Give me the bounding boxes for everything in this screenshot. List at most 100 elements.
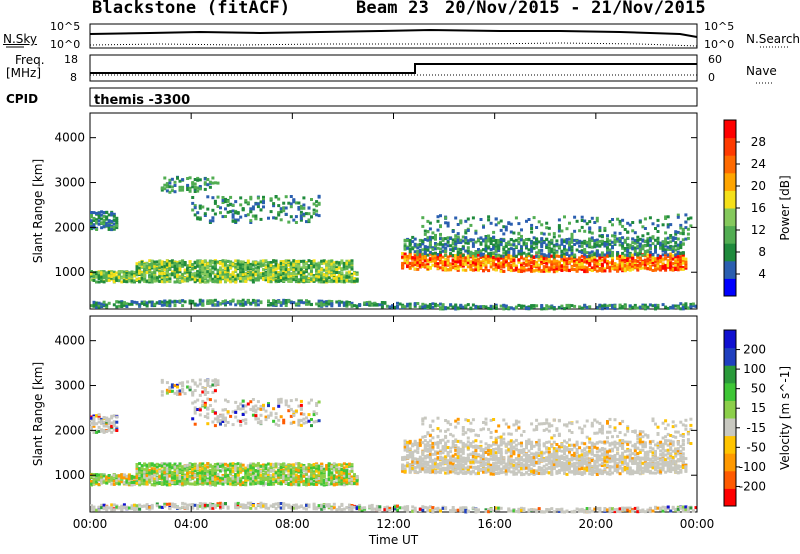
range-gate-cell [588, 239, 592, 243]
range-gate-cell [593, 221, 597, 224]
range-gate-cell [287, 263, 291, 267]
range-gate-cell [97, 413, 101, 417]
range-gate-cell [244, 214, 248, 218]
range-gate-cell [125, 507, 129, 511]
range-gate-cell [305, 279, 308, 283]
range-gate-cell [373, 303, 377, 307]
range-gate-cell [254, 214, 258, 218]
range-gate-cell [636, 251, 640, 255]
range-gate-cell [641, 303, 645, 307]
range-gate-cell [434, 259, 437, 263]
range-gate-cell [160, 261, 164, 265]
range-gate-cell [112, 474, 116, 478]
range-gate-cell [284, 206, 288, 210]
range-gate-cell [611, 253, 614, 257]
range-gate-cell [153, 483, 157, 487]
range-gate-cell [244, 272, 248, 276]
range-gate-cell [580, 219, 584, 222]
range-gate-cell [307, 218, 311, 222]
range-gate-cell [140, 278, 144, 282]
range-gate-cell [565, 265, 569, 269]
range-gate-cell [216, 195, 220, 199]
range-gate-cell [664, 242, 668, 246]
range-gate-cell [631, 257, 635, 261]
range-gate-cell [90, 278, 93, 282]
range-gate-cell [590, 216, 594, 220]
range-gate-cell [651, 252, 655, 256]
range-gate-cell [449, 268, 453, 272]
range-gate-cell [201, 263, 205, 267]
range-gate-cell [595, 243, 599, 247]
range-gate-cell [284, 195, 288, 199]
range-gate-cell [350, 303, 354, 307]
range-gate-cell [471, 303, 475, 307]
range-gate-cell [542, 268, 546, 271]
range-gate-cell [492, 239, 496, 242]
range-gate-cell [674, 232, 678, 236]
range-gate-cell [97, 274, 101, 278]
range-gate-cell [241, 267, 245, 271]
range-gate-cell [153, 265, 157, 269]
range-gate-cell [224, 280, 227, 284]
range-gate-cell [231, 209, 235, 213]
range-gate-cell [661, 242, 665, 246]
range-gate-cell [590, 253, 594, 257]
range-gate-cell [284, 276, 288, 280]
range-gate-cell [613, 240, 617, 244]
range-gate-cell [514, 245, 518, 249]
range-gate-cell [661, 253, 665, 257]
range-gate-cell [444, 263, 448, 267]
range-gate-cell [163, 301, 167, 305]
range-gate-cell [97, 303, 101, 307]
range-gate-cell [289, 202, 293, 206]
range-gate-cell [618, 265, 622, 269]
range-gate-cell [585, 268, 589, 272]
range-gate-cell [408, 242, 412, 245]
range-gate-cell [130, 279, 134, 283]
range-gate-cell [497, 259, 501, 263]
range-gate-cell [102, 474, 106, 478]
range-gate-cell [439, 237, 442, 241]
range-gate-cell [444, 242, 448, 246]
range-gate-cell [421, 242, 425, 246]
range-gate-cell [444, 237, 448, 241]
range-gate-cell [262, 263, 265, 267]
range-gate-cell [337, 266, 341, 270]
range-gate-cell [578, 229, 582, 233]
range-gate-cell [494, 241, 498, 245]
range-gate-cell [138, 271, 142, 275]
range-gate-cell [148, 464, 152, 468]
range-gate-cell [525, 307, 528, 311]
range-gate-cell [239, 302, 243, 306]
range-gate-cell [115, 219, 119, 223]
range-gate-cell [557, 218, 561, 222]
range-gate-cell [669, 236, 673, 240]
range-gate-cell [441, 266, 445, 270]
range-gate-cell [183, 263, 187, 267]
range-gate-cell [322, 276, 326, 279]
range-gate-cell [522, 239, 526, 243]
range-gate-cell [135, 465, 139, 468]
range-gate-cell [168, 260, 172, 264]
range-gate-cell [150, 271, 154, 275]
range-gate-cell [153, 260, 157, 264]
range-gate-cell [588, 262, 592, 265]
range-gate-cell [135, 270, 139, 274]
range-gate-cell [530, 223, 534, 227]
range-gate-cell [272, 276, 276, 280]
range-gate-cell [198, 261, 202, 265]
range-gate-cell [606, 234, 609, 238]
range-gate-cell [482, 248, 485, 252]
range-gate-cell [674, 266, 678, 270]
range-gate-cell [598, 256, 602, 260]
range-gate-cell [294, 277, 298, 280]
range-gate-cell [340, 267, 344, 271]
range-gate-cell [201, 205, 205, 209]
range-gate-cell [127, 271, 131, 275]
range-gate-cell [127, 477, 131, 481]
range-gate-cell [547, 268, 551, 272]
range-gate-cell [110, 228, 114, 232]
range-gate-cell [661, 257, 665, 261]
range-gate-cell [112, 214, 116, 218]
range-gate-cell [181, 178, 185, 182]
